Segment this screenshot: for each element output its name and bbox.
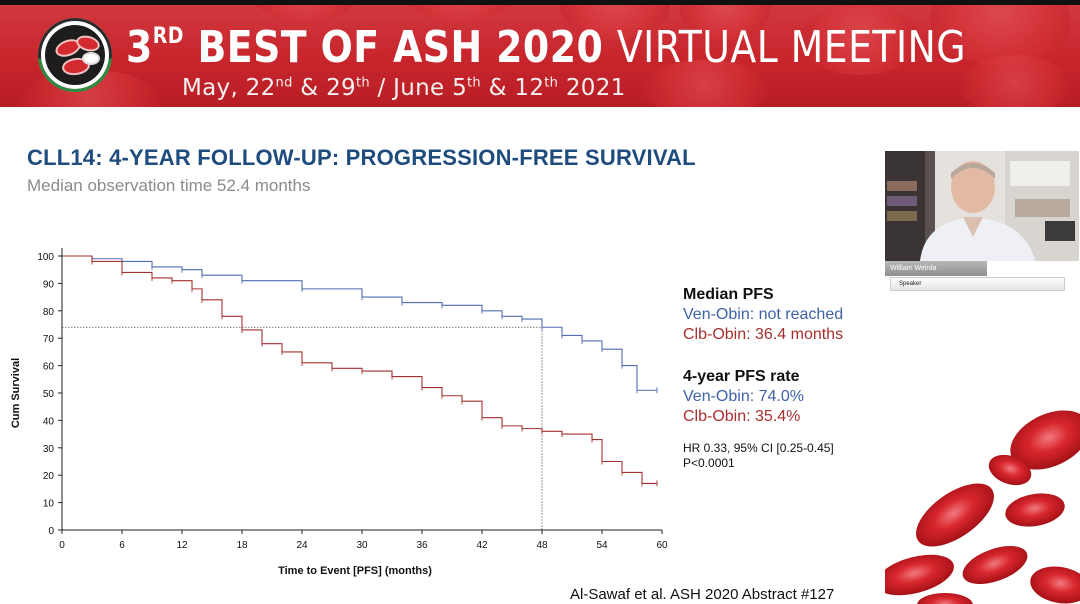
- y-axis-label: Cum Survival: [10, 358, 22, 428]
- hazard-ratio: HR 0.33, 95% CI [0.25-0.45]: [683, 441, 834, 455]
- top-strip: [0, 0, 1080, 5]
- slide-subtitle: Median observation time 52.4 months: [27, 176, 311, 195]
- x-tick-label: 12: [176, 540, 188, 551]
- x-tick-label: 42: [476, 540, 488, 551]
- p-value: P<0.0001: [683, 456, 735, 470]
- rate-clb: Clb-Obin: 35.4%: [683, 408, 801, 425]
- results-panel: Median PFS Ven-Obin: not reached Clb-Obi…: [683, 285, 843, 471]
- y-tick-label: 20: [43, 471, 55, 482]
- ash-logo: [38, 18, 112, 92]
- x-tick-label: 18: [236, 540, 248, 551]
- event-banner: [0, 0, 1080, 107]
- x-tick-label: 24: [296, 540, 308, 551]
- median-pfs-heading: Median PFS: [683, 286, 774, 303]
- median-ven: Ven-Obin: not reached: [683, 306, 844, 323]
- x-tick-label: 6: [119, 540, 125, 551]
- x-tick-label: 54: [596, 540, 608, 551]
- y-tick-label: 60: [43, 362, 55, 373]
- speaker-webcam: [885, 151, 1079, 261]
- speaker-name: William Weirda: [885, 261, 987, 276]
- meeting-dates: May, 22nd & 29th / June 5th & 12th 2021: [182, 75, 626, 101]
- survival-curve-ven: [62, 255, 657, 391]
- x-tick-label: 30: [356, 540, 368, 551]
- y-tick-label: 40: [43, 416, 55, 427]
- speaker-role: Speaker: [890, 277, 1065, 291]
- x-axis-label: Time to Event [PFS] (months): [278, 565, 432, 577]
- x-tick-label: 36: [416, 540, 428, 551]
- meeting-title: 3RD BEST OF ASH 2020 VIRTUAL MEETING: [126, 22, 967, 73]
- y-tick-label: 70: [43, 334, 55, 345]
- slide-title: CLL14: 4-YEAR FOLLOW-UP: PROGRESSION-FRE…: [27, 145, 696, 170]
- survival-curve-clb: [62, 255, 657, 484]
- y-tick-label: 0: [48, 526, 54, 537]
- red-cells-decoration: [885, 400, 1080, 604]
- y-tick-label: 100: [37, 252, 54, 263]
- y-tick-label: 90: [43, 279, 55, 290]
- x-tick-label: 60: [656, 540, 668, 551]
- x-tick-label: 0: [59, 540, 65, 551]
- rate-heading: 4-year PFS rate: [683, 368, 800, 385]
- y-tick-label: 80: [43, 307, 55, 318]
- median-clb: Clb-Obin: 36.4 months: [683, 326, 844, 343]
- rate-ven: Ven-Obin: 74.0%: [683, 388, 804, 405]
- pfs-chart: 0 6 12 18 24 30 36 42 48 54 60 0 10 20 30 40 50 60 70 80 90 1…: [10, 248, 668, 577]
- y-tick-label: 30: [43, 444, 55, 455]
- y-tick-label: 10: [43, 499, 55, 510]
- x-tick-label: 48: [536, 540, 548, 551]
- citation: Al-Sawaf et al. ASH 2020 Abstract #127: [570, 586, 835, 603]
- y-tick-label: 50: [43, 389, 55, 400]
